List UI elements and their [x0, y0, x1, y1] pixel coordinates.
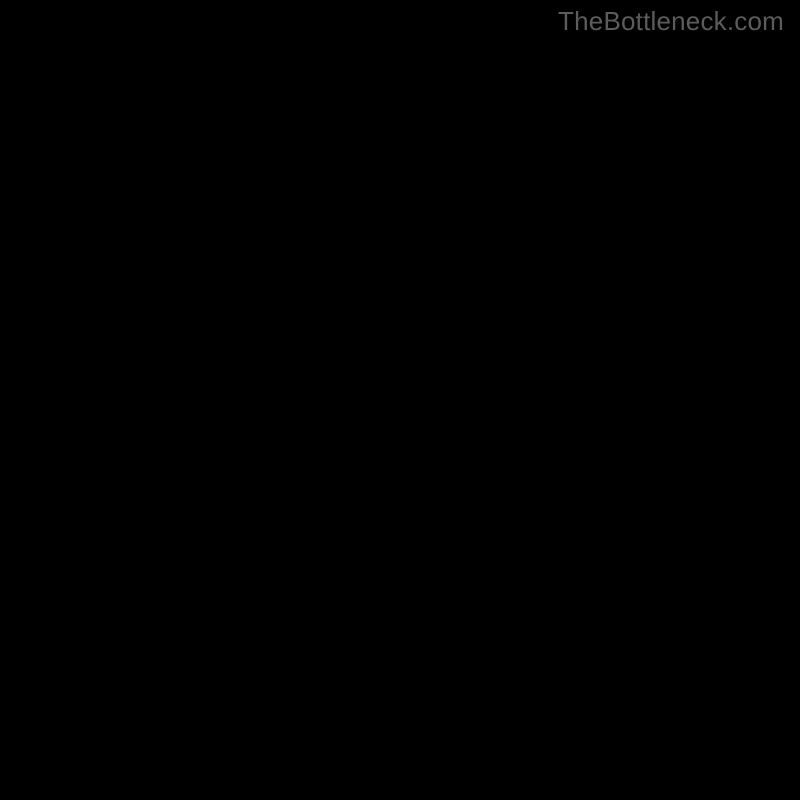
watermark-text: TheBottleneck.com: [558, 6, 784, 37]
bottleneck-heatmap: [25, 35, 780, 790]
crosshair-overlay: [25, 35, 780, 790]
